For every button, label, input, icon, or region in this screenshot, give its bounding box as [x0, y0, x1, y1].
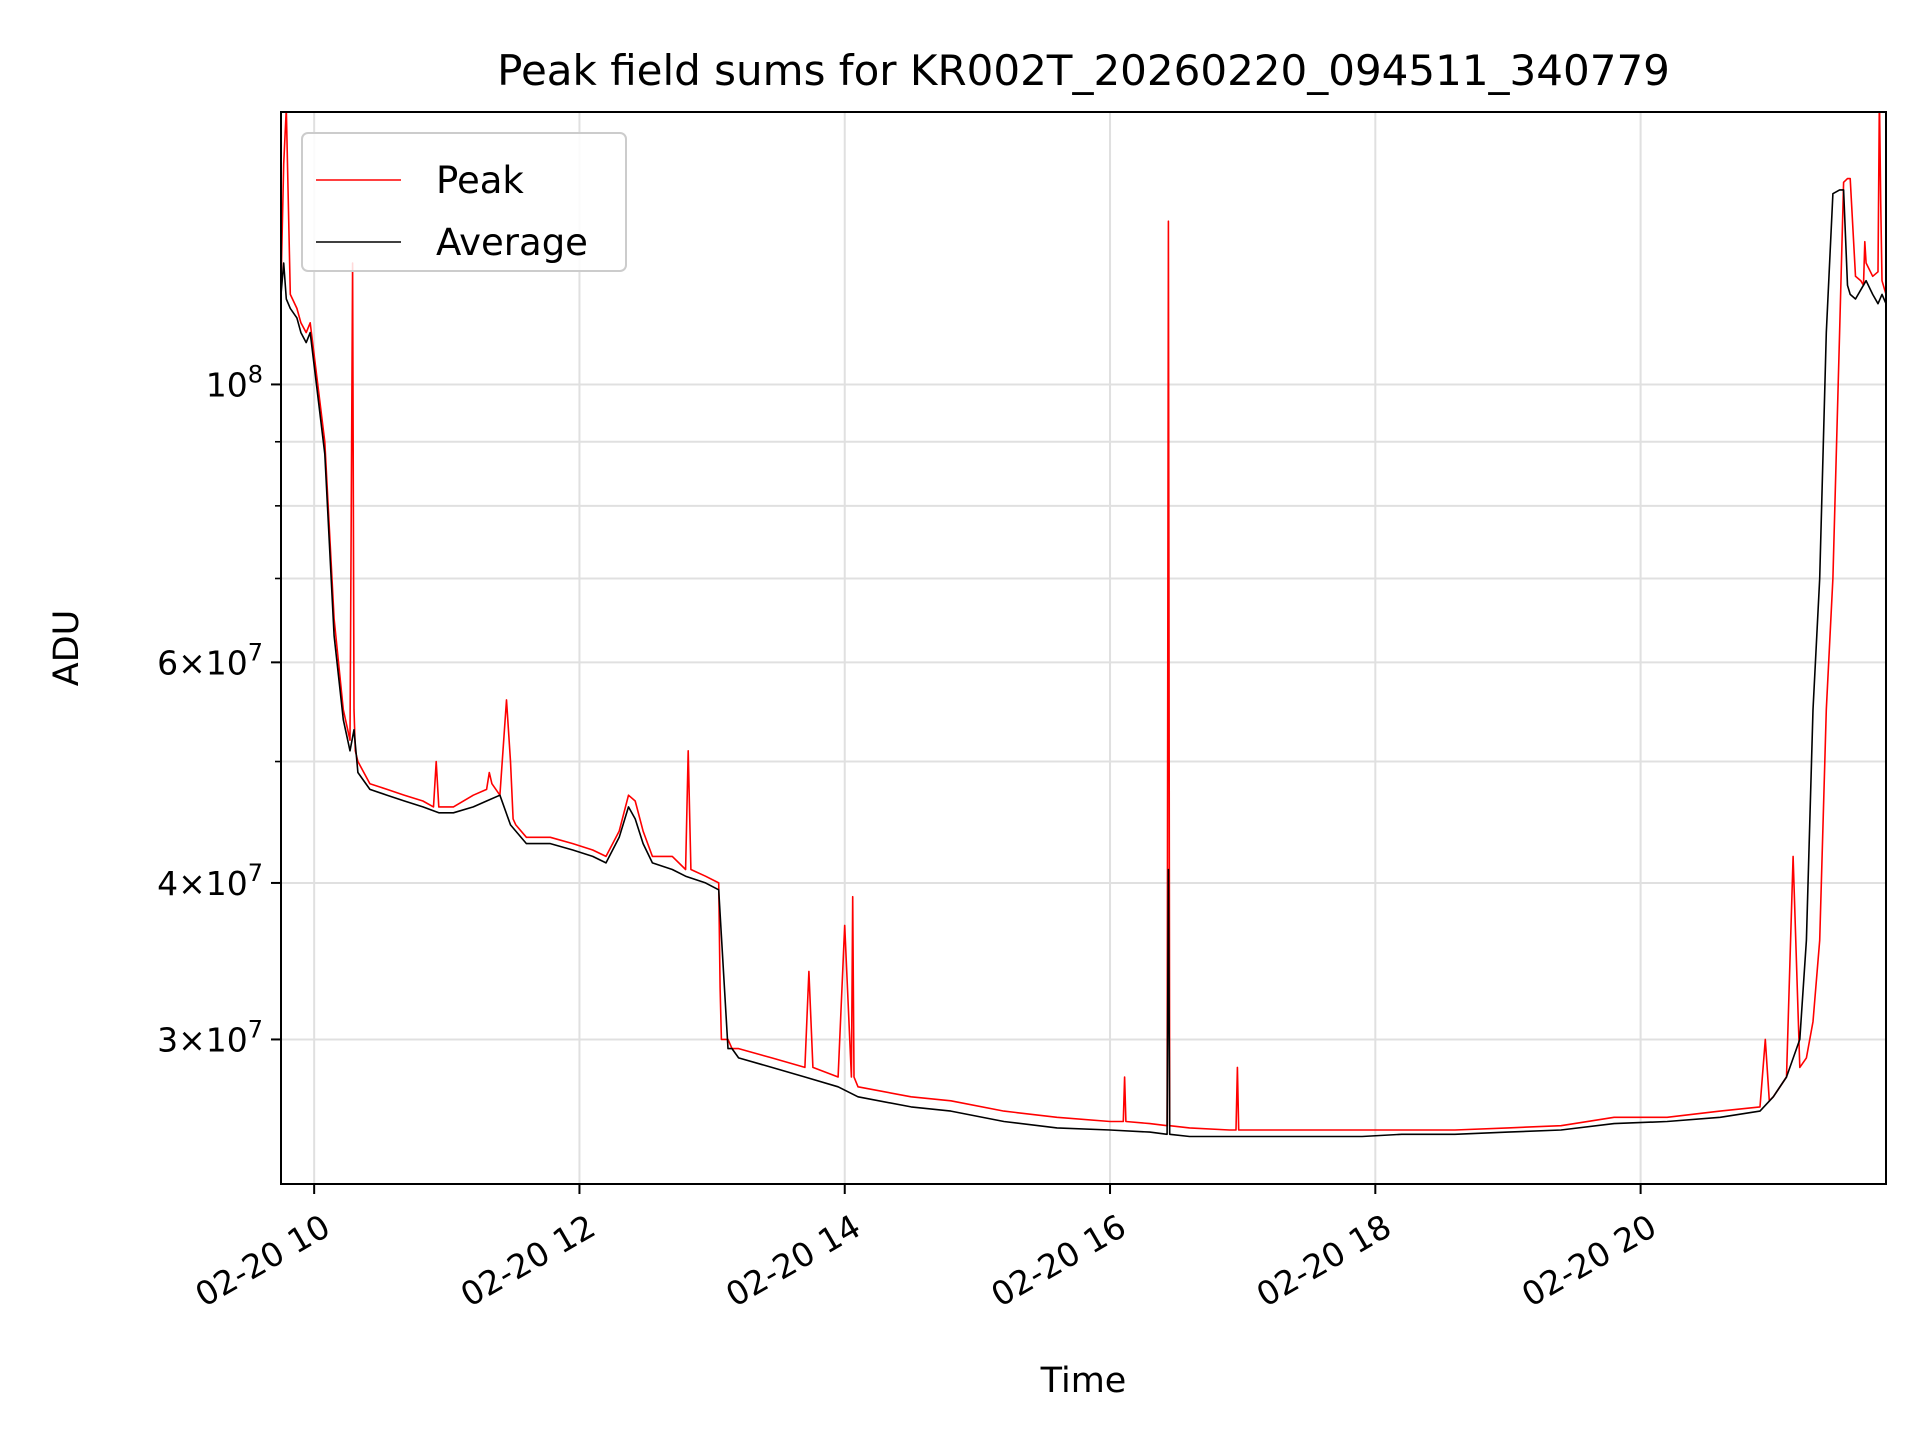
legend-box	[301, 132, 627, 272]
chart-title: Peak field sums for KR002T_20260220_0945…	[497, 46, 1670, 95]
y-tick-label: 3×107	[157, 1015, 263, 1059]
plot-series	[281, 112, 1886, 1138]
legend-label: Average	[436, 221, 588, 264]
y-axis-label: ADU	[47, 610, 87, 687]
series-line-average	[281, 189, 1886, 1138]
legend-label: Peak	[436, 159, 524, 202]
grid	[281, 112, 1886, 1184]
series-line-peak	[281, 112, 1886, 1131]
legend: Peak Average	[301, 132, 627, 272]
plot-frame	[280, 111, 1887, 1185]
y-tick-label: 4×107	[157, 859, 263, 903]
x-axis-label: Time	[1040, 1361, 1127, 1401]
y-tick-label: 108	[206, 360, 263, 404]
y-tick-label: 6×107	[157, 638, 263, 682]
